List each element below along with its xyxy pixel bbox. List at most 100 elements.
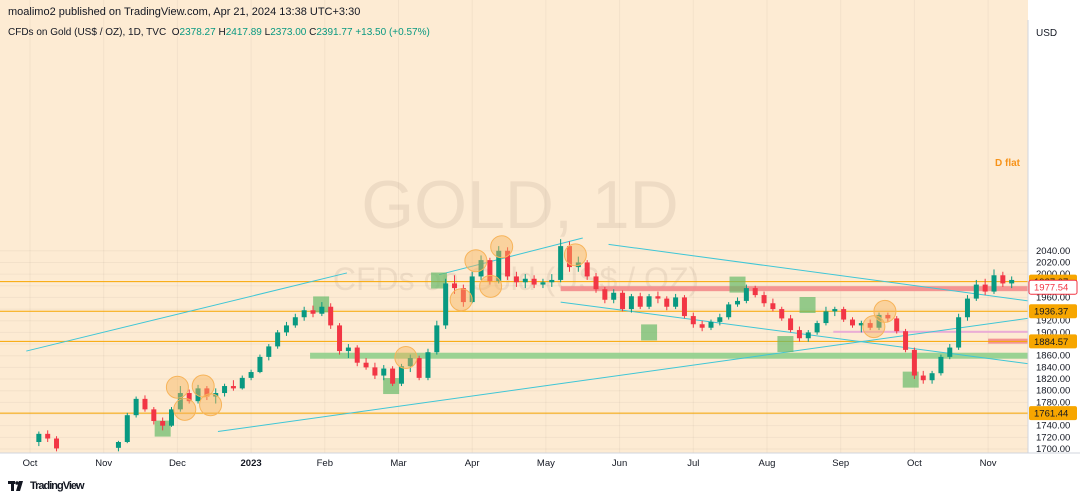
- candle-up: [275, 332, 281, 347]
- candle-down: [655, 296, 661, 299]
- candle-down: [690, 316, 696, 325]
- candle-up: [540, 282, 546, 285]
- candle-down: [337, 325, 343, 352]
- symbol-name: CFDs on Gold (US$ / OZ), 1D, TVC: [8, 27, 167, 38]
- candle-up: [257, 356, 263, 373]
- candle-up: [124, 415, 130, 443]
- candle-up: [628, 296, 634, 310]
- price-tick-label: 1780.00: [1036, 397, 1070, 408]
- candle-up: [115, 442, 121, 448]
- price-tick-label: 2020.00: [1036, 257, 1070, 268]
- candle-up: [222, 386, 228, 394]
- candle-up: [575, 262, 581, 268]
- candle-down: [390, 368, 396, 384]
- candle-up: [469, 276, 475, 303]
- candle-up: [522, 278, 528, 283]
- candle-down: [982, 284, 988, 292]
- time-tick-label: Sep: [832, 458, 849, 469]
- candle-up: [726, 304, 732, 318]
- price-tick-label: 1860.00: [1036, 351, 1070, 362]
- time-tick-label: Apr: [465, 458, 480, 469]
- trendline: [438, 237, 583, 276]
- candle-up: [195, 388, 201, 402]
- candle-up: [938, 356, 944, 374]
- green-marker: [383, 378, 400, 395]
- green-marker: [729, 276, 746, 293]
- pattern-markers: [165, 235, 897, 421]
- candle-up: [717, 317, 723, 322]
- ohlc-open: O2378.27: [171, 27, 216, 38]
- candle-up: [345, 347, 351, 352]
- candle-up: [434, 325, 440, 353]
- time-tick-label: Jul: [687, 458, 699, 469]
- orange-marker: [449, 288, 473, 312]
- price-tag-label: 1761.44: [1034, 409, 1068, 420]
- candle-up: [858, 323, 864, 326]
- time-axis[interactable]: Oct Nov Dec 2023 Feb Mar Apr May Jun Jul Aug Sep Oct…: [23, 458, 997, 469]
- trendline: [608, 243, 1080, 309]
- price-tick-label: 1700.00: [1036, 444, 1070, 455]
- candle-up: [478, 260, 484, 277]
- green-marker: [777, 336, 794, 353]
- candle-up: [708, 321, 714, 328]
- price-tag-label: 1884.57: [1034, 337, 1068, 348]
- time-tick-label: Nov: [980, 458, 997, 469]
- candle-down: [372, 367, 378, 376]
- price-tick-label: 2000.00: [1036, 269, 1070, 280]
- candle-down: [849, 319, 855, 326]
- candle-up: [743, 288, 749, 301]
- candle-up: [266, 346, 272, 357]
- candle-up: [283, 325, 289, 333]
- candle-down: [1000, 275, 1006, 284]
- candle-down: [54, 438, 60, 449]
- candle-down: [788, 318, 794, 331]
- price-tick-label: 1720.00: [1036, 432, 1070, 443]
- tradingview-brand: TradingView: [30, 480, 85, 492]
- candle-down: [151, 409, 157, 422]
- candle-up: [823, 311, 829, 324]
- orange-marker: [563, 243, 587, 267]
- candle-down: [894, 318, 900, 332]
- candle-down: [230, 386, 236, 389]
- price-tick-label: 1740.00: [1036, 421, 1070, 432]
- candles: [36, 239, 1015, 452]
- candle-up: [805, 332, 811, 339]
- price-tag-label: 1936.37: [1034, 307, 1068, 318]
- watermark-symbol: GOLD, 1D: [361, 167, 678, 243]
- zone-green: [310, 352, 1028, 359]
- orange-marker: [173, 397, 197, 421]
- orange-marker: [394, 345, 418, 369]
- candle-down: [841, 309, 847, 320]
- candle-down: [487, 260, 493, 282]
- candle-down: [664, 298, 670, 307]
- price-tick-label: 1920.00: [1036, 316, 1070, 327]
- price-tag-box: [1029, 406, 1077, 421]
- candle-up: [929, 373, 935, 381]
- price-tag-box: [1029, 334, 1077, 349]
- candle-up: [549, 279, 555, 283]
- candle-down: [796, 330, 802, 339]
- candle-up: [673, 297, 679, 307]
- candle-up: [876, 314, 882, 328]
- price-axis-background: [1028, 0, 1080, 453]
- green-marker: [641, 324, 658, 341]
- candle-down: [770, 303, 776, 310]
- candle-up: [558, 246, 564, 280]
- candle-up: [301, 310, 307, 318]
- candle-up: [973, 284, 979, 299]
- candle-down: [142, 398, 148, 410]
- candle-down: [531, 278, 537, 285]
- footer-brand: TradingView: [8, 480, 85, 492]
- candle-up: [991, 275, 997, 292]
- candle-down: [903, 331, 909, 350]
- candle-down: [452, 283, 458, 289]
- candle-up: [496, 250, 502, 282]
- time-tick-label: Mar: [390, 458, 406, 469]
- candle-up: [964, 298, 970, 318]
- candle-down: [681, 297, 687, 317]
- candle-up: [956, 317, 962, 348]
- candle-up: [133, 398, 139, 416]
- currency-label[interactable]: USD: [1036, 28, 1058, 39]
